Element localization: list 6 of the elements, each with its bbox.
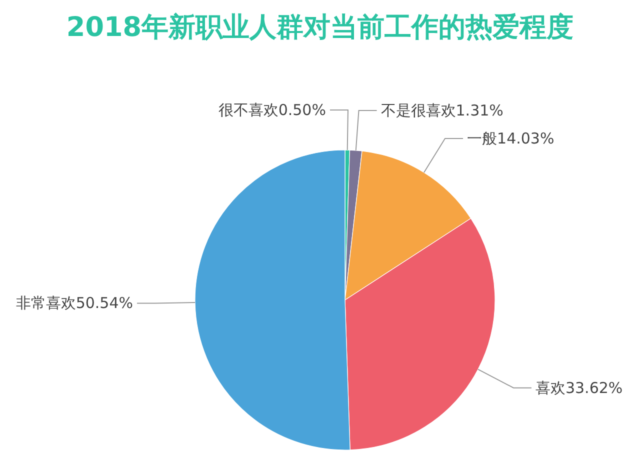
slice-label: 非常喜欢50.54% <box>16 294 134 312</box>
chart-title: 2018年新职业人群对当前工作的热爱程度 <box>66 12 574 43</box>
slice-label: 一般14.03% <box>467 129 554 148</box>
slice-label: 不是很喜欢1.31% <box>380 102 504 120</box>
slice-label: 喜欢33.62% <box>535 378 623 397</box>
slice-label: 很不喜欢0.50% <box>218 101 326 120</box>
